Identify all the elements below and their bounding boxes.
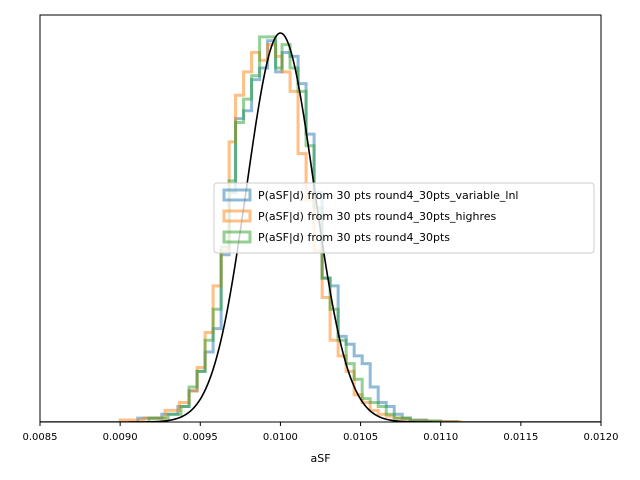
- legend-entry-label: P(aSF|d) from 30 pts round4_30pts_variab…: [258, 189, 518, 202]
- x-tick-label: 0.0085: [23, 432, 58, 443]
- x-axis-label: aSF: [310, 452, 330, 465]
- legend-swatch: [222, 209, 252, 223]
- legend-swatch: [222, 230, 252, 244]
- legend-swatch: [222, 188, 252, 202]
- x-tick-label: 0.0115: [503, 432, 538, 443]
- legend-box: [213, 182, 595, 254]
- histogram-series-3: [147, 35, 443, 422]
- x-tick-label: 0.0090: [103, 432, 138, 443]
- legend-entry-label: P(aSF|d) from 30 pts round4_30pts: [258, 231, 450, 244]
- x-tick-label: 0.0105: [343, 432, 378, 443]
- legend-entry-label: P(aSF|d) from 30 pts round4_30pts_highre…: [258, 210, 497, 223]
- axes-frame: [39, 14, 602, 423]
- x-tick-label: 0.0110: [423, 432, 458, 443]
- x-axis-ticks: 0.0085 0.0090 0.0095 0.0100 0.0105 0.0110 0.01…: [23, 422, 619, 443]
- x-tick-label: 0.0120: [584, 432, 619, 443]
- x-tick-label: 0.0095: [183, 432, 218, 443]
- histogram-series-2: [118, 43, 462, 422]
- x-tick-label: 0.0100: [263, 432, 298, 443]
- legend: P(aSF|d) from 30 pts round4_30pts_variab…: [213, 182, 595, 254]
